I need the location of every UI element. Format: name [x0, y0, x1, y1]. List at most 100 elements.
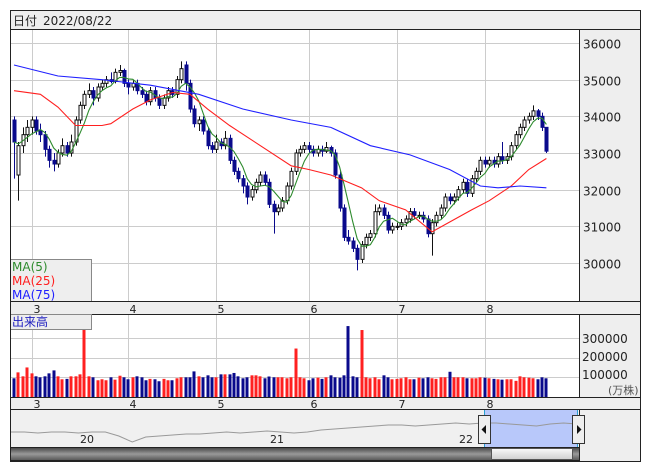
- volume-bars: [12, 326, 548, 397]
- candle-body: [201, 119, 206, 132]
- navigator-right-handle[interactable]: [572, 415, 585, 444]
- volume-bar: [377, 379, 381, 397]
- price-tick-label: 35000: [583, 75, 621, 89]
- scrollbar-thumb[interactable]: [491, 448, 573, 460]
- volume-bar: [272, 377, 276, 397]
- month-label: 6: [311, 303, 318, 316]
- volume-bar: [192, 371, 196, 397]
- month-axis-labels: 3 4 5 6 7 8: [34, 303, 494, 316]
- volume-bar: [113, 379, 117, 397]
- candle: [197, 116, 202, 132]
- candle-body: [236, 170, 241, 180]
- volume-bar: [412, 379, 416, 397]
- candle-body: [179, 68, 184, 81]
- candle-body: [456, 189, 461, 198]
- candle: [434, 211, 439, 227]
- legend-ma75: MA(75): [12, 288, 55, 302]
- price-tick-label: 32000: [583, 185, 621, 199]
- volume-bar: [390, 379, 394, 397]
- volume-bar: [210, 377, 214, 397]
- volume-bar: [223, 374, 227, 397]
- month-label: 3: [34, 303, 41, 316]
- month-label: 3: [34, 398, 41, 411]
- candle-body: [60, 145, 65, 154]
- candle-body: [324, 147, 329, 152]
- candle-body: [272, 203, 277, 213]
- candle: [206, 127, 211, 150]
- candle-body: [258, 174, 263, 183]
- volume-bar: [294, 348, 298, 397]
- date-label: 日付: [13, 14, 37, 28]
- candle-body: [439, 207, 444, 216]
- candle: [514, 131, 519, 150]
- candle: [333, 149, 338, 179]
- volume-bar: [505, 379, 509, 397]
- candle: [478, 156, 483, 176]
- candle-body: [285, 185, 290, 202]
- candle-body: [250, 189, 255, 198]
- candle: [360, 241, 365, 264]
- navigator-right-panel: [579, 409, 641, 462]
- candle-body: [267, 181, 272, 205]
- candle-body: [38, 130, 43, 136]
- candle: [30, 116, 35, 135]
- candle: [38, 123, 43, 143]
- candle: [16, 142, 21, 201]
- date-value: 2022/08/22: [43, 14, 112, 28]
- legend-ma5: MA(5): [12, 260, 48, 274]
- candle-body: [223, 137, 228, 147]
- candle: [298, 145, 303, 157]
- ma5-line: [13, 76, 547, 247]
- candle-body: [522, 119, 527, 128]
- candle: [443, 193, 448, 212]
- candle-body: [527, 115, 532, 121]
- volume-bar: [470, 378, 474, 397]
- navigator-label-22: 22: [459, 433, 473, 446]
- volume-bar: [74, 376, 78, 397]
- volume-bar: [500, 379, 504, 397]
- volume-bar: [25, 367, 29, 397]
- navigator-selection[interactable]: [484, 410, 577, 447]
- candle-body: [122, 70, 127, 84]
- candle-body: [307, 145, 312, 150]
- candle: [342, 204, 347, 242]
- navigator-left-handle[interactable]: [478, 415, 491, 444]
- volume-bar: [492, 378, 496, 397]
- candle-body: [390, 225, 395, 231]
- candle: [527, 112, 532, 124]
- volume-bar: [346, 326, 350, 397]
- month-label: 6: [311, 398, 318, 411]
- candle-body: [465, 181, 470, 194]
- price-axis-ticks: 36000 35000 34000 33000 32000 31000 30000: [583, 38, 621, 272]
- volume-bar: [96, 380, 100, 397]
- month-label: 7: [399, 303, 406, 316]
- month-label: 5: [218, 303, 225, 316]
- ma25-line: [13, 90, 547, 233]
- volume-bar: [509, 379, 513, 397]
- candle: [276, 204, 281, 216]
- volume-bar: [496, 379, 500, 397]
- candle-body: [355, 247, 360, 260]
- volume-bar: [12, 378, 16, 397]
- volume-bar: [179, 377, 183, 397]
- candle: [439, 204, 444, 220]
- volume-bar: [456, 377, 460, 397]
- candle-body: [412, 211, 417, 216]
- candle-body: [360, 244, 365, 260]
- volume-bar: [351, 376, 355, 397]
- month-label: 8: [487, 398, 494, 411]
- volume-bar: [522, 377, 526, 397]
- candle-body: [30, 119, 35, 128]
- volume-bar: [144, 380, 148, 397]
- arrow-left-icon: [481, 425, 486, 434]
- candle-body: [276, 207, 281, 213]
- candle-body: [43, 134, 48, 150]
- candle-body: [474, 170, 479, 180]
- volume-bar: [78, 374, 82, 397]
- candle: [382, 204, 387, 220]
- candle-body: [364, 236, 369, 246]
- ma-legend: MA(5) MA(25) MA(75): [10, 259, 92, 302]
- volume-bar: [104, 380, 108, 397]
- candle: [236, 167, 241, 183]
- volume-bar: [368, 378, 372, 397]
